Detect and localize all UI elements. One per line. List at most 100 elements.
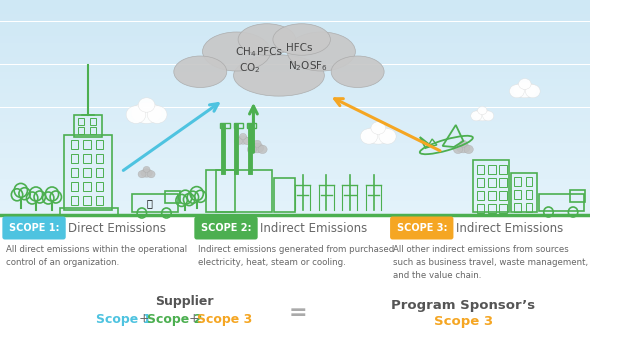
Ellipse shape (287, 32, 356, 71)
Ellipse shape (457, 143, 470, 153)
Bar (59, 208, 118, 215)
Bar (477, 165, 484, 174)
Bar (71, 168, 79, 177)
Bar (220, 123, 230, 128)
FancyBboxPatch shape (194, 216, 258, 239)
Text: Scope 1: Scope 1 (97, 312, 152, 326)
FancyBboxPatch shape (390, 216, 454, 239)
Text: Supplier: Supplier (155, 295, 213, 308)
Ellipse shape (143, 167, 150, 172)
Text: Scope 3: Scope 3 (197, 312, 252, 326)
Ellipse shape (470, 111, 482, 121)
Bar (0, 29, 590, 36)
Bar (95, 154, 103, 163)
Bar (0, 0, 590, 7)
Bar (499, 165, 507, 174)
Bar (0, 22, 590, 29)
Ellipse shape (233, 55, 324, 96)
Text: Indirect Emissions: Indirect Emissions (260, 222, 368, 234)
Bar (247, 123, 256, 128)
Bar (71, 154, 79, 163)
Bar (74, 115, 102, 137)
Bar (0, 93, 590, 100)
Bar (0, 100, 590, 107)
Bar (77, 127, 84, 134)
Bar (0, 172, 590, 179)
Text: +: + (135, 312, 154, 326)
Text: 🌿: 🌿 (147, 198, 152, 208)
Bar (83, 182, 90, 191)
Text: CH$_4$: CH$_4$ (235, 45, 256, 59)
Ellipse shape (138, 171, 146, 178)
Bar (488, 165, 495, 174)
Bar (526, 203, 532, 212)
Bar (274, 178, 295, 212)
Bar (90, 127, 97, 134)
Bar (206, 170, 272, 212)
Ellipse shape (174, 56, 227, 88)
Bar (95, 140, 103, 149)
Ellipse shape (273, 24, 330, 55)
Text: All direct emissions within the operational
control of an organization.: All direct emissions within the operatio… (6, 245, 187, 267)
Bar (0, 136, 590, 143)
Text: HFCs: HFCs (286, 43, 312, 53)
Bar (71, 196, 79, 205)
Bar (95, 196, 103, 205)
Bar (0, 194, 590, 201)
Bar (0, 150, 590, 158)
Bar (0, 129, 590, 136)
Ellipse shape (510, 85, 524, 98)
Bar (488, 178, 495, 187)
Bar (64, 135, 112, 210)
Bar (83, 168, 90, 177)
Ellipse shape (141, 169, 152, 177)
Bar (0, 57, 590, 65)
Ellipse shape (258, 145, 267, 154)
Text: Program Sponsor’s: Program Sponsor’s (391, 298, 535, 312)
Text: =: = (288, 303, 307, 323)
Ellipse shape (238, 24, 296, 55)
Bar (0, 201, 590, 208)
Bar (0, 115, 590, 122)
Ellipse shape (514, 82, 536, 98)
Bar (0, 43, 590, 50)
Ellipse shape (459, 140, 467, 147)
Ellipse shape (243, 137, 251, 145)
Bar (526, 190, 532, 199)
Text: CO$_2$: CO$_2$ (239, 61, 260, 75)
Bar (71, 182, 79, 191)
Ellipse shape (147, 106, 167, 123)
Ellipse shape (147, 171, 155, 178)
Bar (0, 179, 590, 186)
Ellipse shape (237, 136, 249, 144)
Bar (514, 190, 521, 199)
Text: SCOPE 2:: SCOPE 2: (201, 223, 251, 233)
Bar (0, 36, 590, 43)
Ellipse shape (235, 137, 243, 145)
Bar (0, 122, 590, 129)
Ellipse shape (126, 106, 146, 123)
Text: Indirect emissions generated from purchased
electricity, heat, steam or cooling.: Indirect emissions generated from purcha… (198, 245, 394, 267)
Ellipse shape (474, 109, 491, 121)
Ellipse shape (454, 145, 463, 154)
Bar (0, 7, 590, 14)
Bar (477, 191, 484, 200)
Bar (0, 14, 590, 22)
Ellipse shape (365, 126, 391, 144)
Bar (95, 182, 103, 191)
Text: Indirect Emissions: Indirect Emissions (456, 222, 563, 234)
Text: +: + (185, 312, 204, 326)
Bar (488, 204, 495, 213)
Ellipse shape (132, 103, 162, 123)
Bar (477, 178, 484, 187)
Bar (526, 177, 532, 186)
Text: Direct Emissions: Direct Emissions (68, 222, 166, 234)
Bar (0, 165, 590, 172)
Ellipse shape (371, 122, 386, 134)
Bar (499, 178, 507, 187)
Text: PFCs: PFCs (257, 47, 282, 57)
Ellipse shape (203, 32, 271, 71)
Bar (83, 196, 90, 205)
Bar (0, 72, 590, 79)
Bar (165, 191, 180, 203)
